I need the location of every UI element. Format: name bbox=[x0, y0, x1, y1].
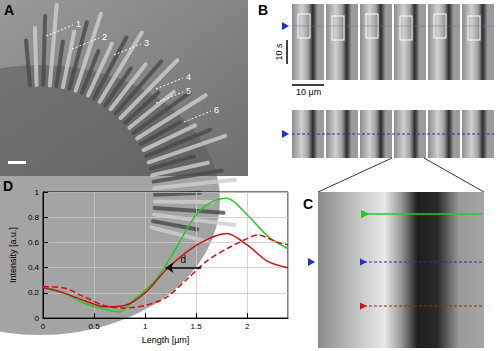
svg-text:5: 5 bbox=[186, 86, 191, 96]
svg-text:0.5: 0.5 bbox=[88, 322, 100, 331]
svg-text:0.6: 0.6 bbox=[28, 238, 40, 247]
svg-text:d: d bbox=[181, 254, 187, 265]
html-text:B: B bbox=[258, 2, 269, 18]
svg-text:1: 1 bbox=[76, 19, 81, 29]
svg-text:3: 3 bbox=[144, 38, 149, 48]
svg-text:2: 2 bbox=[245, 322, 250, 331]
svg-text:Intensity [a.u.]: Intensity [a.u.] bbox=[8, 227, 18, 283]
svg-text:10 s: 10 s bbox=[274, 43, 284, 61]
svg-text:0.4: 0.4 bbox=[28, 263, 40, 272]
html-text:C: C bbox=[303, 196, 314, 212]
svg-text:6: 6 bbox=[214, 105, 219, 115]
svg-text:1: 1 bbox=[35, 188, 40, 197]
svg-text:2: 2 bbox=[102, 32, 107, 42]
svg-text:0: 0 bbox=[35, 314, 40, 323]
svg-text:Length [μm]: Length [μm] bbox=[142, 335, 190, 345]
svg-text:0.8: 0.8 bbox=[28, 213, 40, 222]
svg-text:1: 1 bbox=[143, 322, 148, 331]
svg-text:0: 0 bbox=[41, 322, 46, 331]
svg-text:4: 4 bbox=[186, 72, 191, 82]
svg-text:1.5: 1.5 bbox=[191, 322, 203, 331]
html-text:D: D bbox=[3, 178, 14, 194]
html-text:A: A bbox=[4, 2, 15, 18]
svg-text:0.2: 0.2 bbox=[28, 288, 40, 297]
svg-text:10 μm: 10 μm bbox=[296, 87, 321, 97]
